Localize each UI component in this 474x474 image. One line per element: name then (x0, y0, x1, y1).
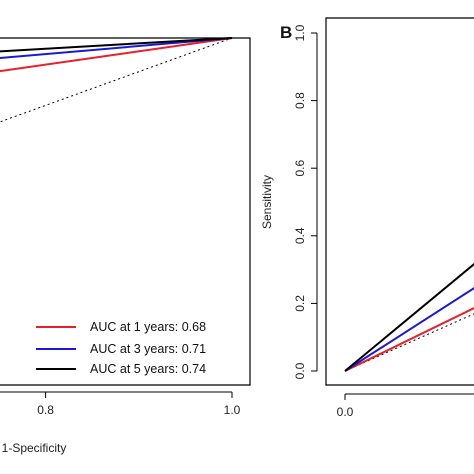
roc-curve-b-1 (344, 307, 474, 372)
y-tick-label-b: 0.8 (293, 92, 307, 109)
x-tick-label-a: 0.8 (37, 403, 54, 417)
y-tick-label-b: 0.4 (293, 227, 307, 244)
panel-b-label: B (280, 23, 292, 42)
roc-curve-a-3 (0, 37, 233, 53)
legend-label-2: AUC at 3 years: 0.71 (90, 342, 206, 356)
plot-frame-b (325, 17, 474, 386)
y-tick-label-b: 0.2 (293, 295, 307, 312)
plot-frame-a (0, 37, 251, 386)
roc-curve-a-1 (0, 37, 233, 73)
y-tick-label-b: 0.6 (293, 160, 307, 177)
y-tick-label-b: 1.0 (293, 24, 307, 41)
x-tick-label-b: 0.0 (337, 405, 354, 419)
x-tick-label-a: 1.0 (224, 403, 241, 417)
roc-curve-a-2 (0, 37, 233, 59)
y-axis-label-b: Sensitivity (260, 175, 274, 229)
legend-label-3: AUC at 5 years: 0.74 (90, 362, 206, 376)
legend-label-1: AUC at 1 years: 0.68 (90, 320, 206, 334)
roc-curve-b-2 (344, 286, 474, 372)
reference-diagonal-a (0, 37, 233, 123)
reference-diagonal-b (344, 313, 474, 372)
x-axis-label-a: 1-Specificity (2, 441, 67, 455)
roc-curve-b-3 (344, 262, 474, 372)
y-tick-label-b: 0.0 (293, 362, 307, 379)
